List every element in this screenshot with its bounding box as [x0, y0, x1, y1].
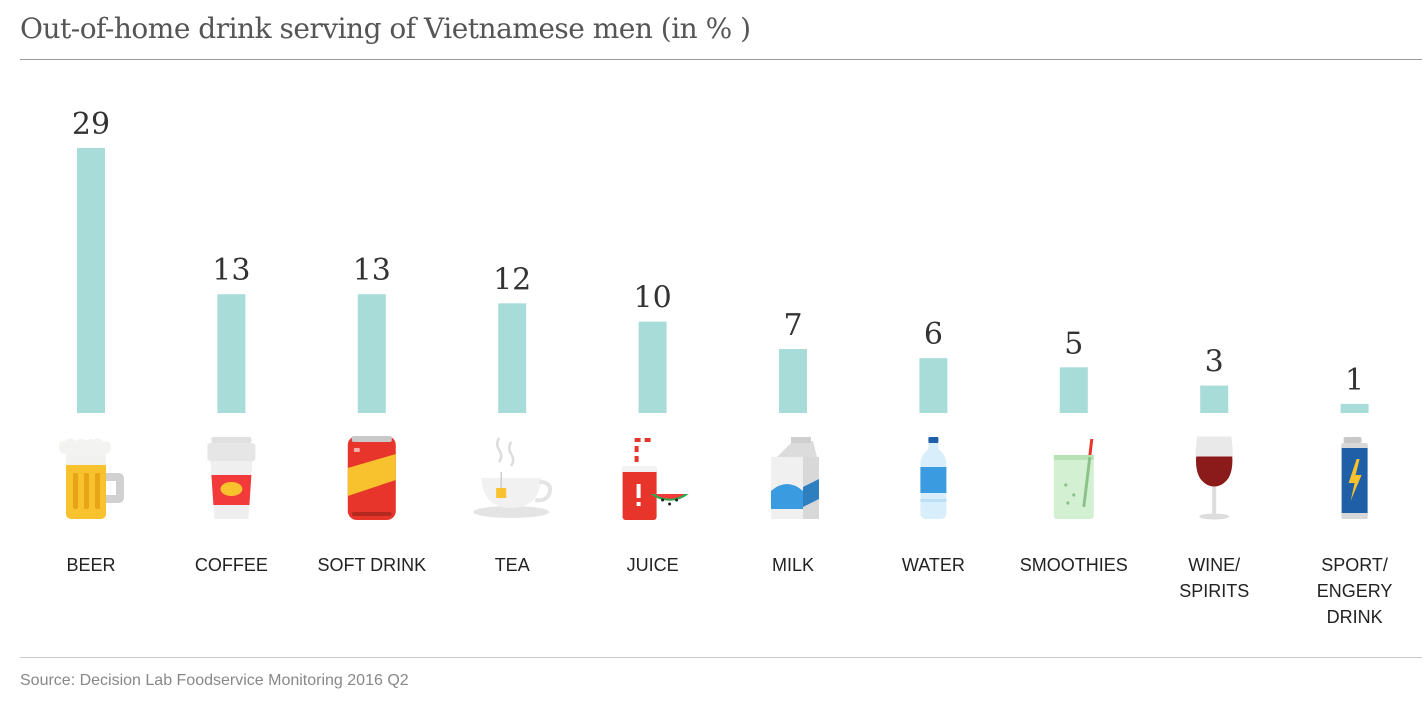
value-label-sport-engery-drink: 1 — [1345, 363, 1364, 398]
value-labels-layer: 29 13 13 12 10 7 6 5 3 1 — [72, 107, 1364, 398]
energy-drink-can-icon — [1341, 437, 1368, 519]
value-label-water: 6 — [924, 317, 943, 352]
category-label-tea: TEA — [495, 555, 530, 575]
value-label-smoothies: 5 — [1064, 326, 1083, 361]
beer-mug-icon — [58, 438, 124, 519]
value-label-soft-drink: 13 — [353, 253, 391, 288]
category-label-smoothies: SMOOTHIES — [1020, 555, 1128, 575]
title-divider — [20, 59, 1422, 60]
juice-glass-icon — [622, 438, 689, 520]
bar-water — [919, 358, 948, 413]
value-label-milk: 7 — [783, 308, 802, 343]
value-label-juice: 10 — [634, 281, 672, 316]
bar-juice — [638, 321, 667, 413]
category-label-juice: JUICE — [627, 555, 679, 575]
bar-beer — [77, 148, 105, 413]
value-label-tea: 12 — [493, 262, 531, 297]
bar-soft-drink — [357, 294, 386, 413]
bars-layer — [77, 148, 1369, 413]
category-label-water: WATER — [902, 555, 965, 575]
bar-chart: 29 13 13 12 10 7 6 5 3 1 BEER COFFEE SOFT DRINK TEA J… — [58, 107, 1392, 627]
chart-title: Out-of-home drink serving of Vietnamese … — [20, 12, 751, 45]
value-label-beer: 29 — [72, 107, 110, 142]
bar-smoothies — [1059, 367, 1088, 413]
bar-tea — [498, 303, 527, 413]
source-note: Source: Decision Lab Foodservice Monitor… — [20, 672, 409, 689]
icons-layer — [58, 436, 1368, 520]
category-label-sport-engery-drink: SPORT/ENGERY DRINK — [1317, 555, 1393, 627]
milk-carton-icon — [771, 437, 819, 519]
category-labels-layer: BEER COFFEE SOFT DRINK TEA JUICE MILK WATER SMO… — [66, 555, 1392, 627]
category-label-soft-drink: SOFT DRINK — [317, 555, 426, 575]
water-bottle-icon — [920, 437, 947, 519]
bar-sport-engery-drink — [1340, 403, 1369, 413]
coffee-cup-icon — [207, 437, 256, 519]
wine-glass-icon — [1195, 436, 1233, 520]
soda-can-icon — [347, 436, 396, 520]
category-label-wine-spirits: WINE/SPIRITS — [1179, 555, 1249, 601]
bar-milk — [779, 349, 807, 413]
value-label-coffee: 13 — [212, 253, 250, 288]
category-label-beer: BEER — [66, 555, 115, 575]
category-label-coffee: COFFEE — [195, 555, 268, 575]
value-label-wine-spirits: 3 — [1205, 345, 1224, 380]
tea-cup-icon — [473, 437, 553, 518]
category-label-milk: MILK — [772, 555, 814, 575]
bar-wine-spirits — [1200, 385, 1229, 413]
footer-divider — [20, 657, 1422, 658]
bar-coffee — [217, 294, 246, 413]
smoothie-glass-icon — [1053, 438, 1094, 519]
